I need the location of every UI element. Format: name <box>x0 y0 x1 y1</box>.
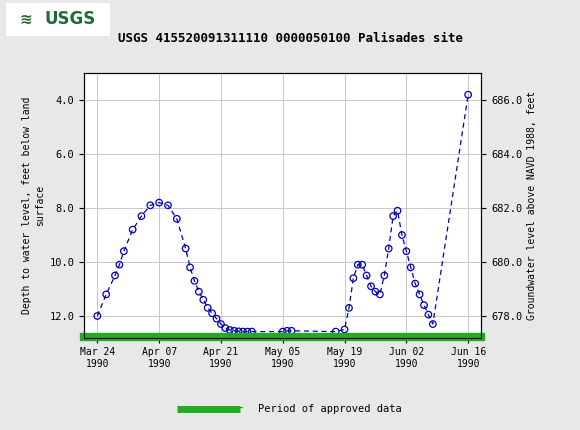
Point <box>375 291 385 298</box>
Point <box>172 215 182 222</box>
Point <box>203 304 212 311</box>
Point <box>164 202 173 209</box>
Point <box>212 315 221 322</box>
Point <box>349 275 358 282</box>
Bar <box>6 3 110 36</box>
Point <box>146 202 155 209</box>
Point <box>428 321 437 328</box>
Point <box>287 327 296 334</box>
Point <box>367 283 376 290</box>
Point <box>247 328 256 335</box>
Point <box>402 248 411 255</box>
Point <box>380 272 389 279</box>
Point <box>340 326 349 333</box>
Point <box>208 310 217 317</box>
Point <box>282 327 292 334</box>
Point <box>119 248 129 255</box>
Point <box>194 288 204 295</box>
Point <box>216 321 226 328</box>
Point <box>102 291 111 298</box>
Point <box>225 326 234 333</box>
Point <box>278 328 288 335</box>
Point <box>345 304 354 311</box>
Point <box>190 277 199 284</box>
Point <box>128 226 137 233</box>
Point <box>230 327 239 334</box>
Point <box>331 328 340 335</box>
Point <box>93 313 102 319</box>
Point <box>238 328 248 335</box>
Point <box>406 264 415 271</box>
Text: ≋: ≋ <box>20 12 32 27</box>
Point <box>243 328 252 335</box>
Point <box>362 272 371 279</box>
Point <box>154 199 164 206</box>
Point <box>419 302 429 309</box>
Text: USGS 415520091311110 0000050100 Palisades site: USGS 415520091311110 0000050100 Palisade… <box>118 32 462 45</box>
Point <box>181 245 190 252</box>
Text: ─────: ───── <box>198 401 243 416</box>
Text: USGS: USGS <box>45 10 96 28</box>
Point <box>415 291 424 298</box>
Point <box>186 264 195 271</box>
Point <box>110 272 119 279</box>
Point <box>389 213 398 220</box>
Point <box>198 296 208 303</box>
Point <box>371 288 380 295</box>
Point <box>411 280 420 287</box>
Point <box>137 213 146 220</box>
Point <box>221 325 230 332</box>
Y-axis label: Depth to water level, feet below land
surface: Depth to water level, feet below land su… <box>22 97 45 314</box>
Y-axis label: Groundwater level above NAVD 1988, feet: Groundwater level above NAVD 1988, feet <box>527 91 536 320</box>
Point <box>115 261 124 268</box>
Point <box>463 91 473 98</box>
Text: Period of approved data: Period of approved data <box>258 403 402 414</box>
Point <box>234 328 243 335</box>
Point <box>393 207 402 214</box>
Point <box>424 311 433 318</box>
Point <box>357 261 367 268</box>
Point <box>384 245 393 252</box>
Point <box>353 261 362 268</box>
Point <box>397 232 407 239</box>
